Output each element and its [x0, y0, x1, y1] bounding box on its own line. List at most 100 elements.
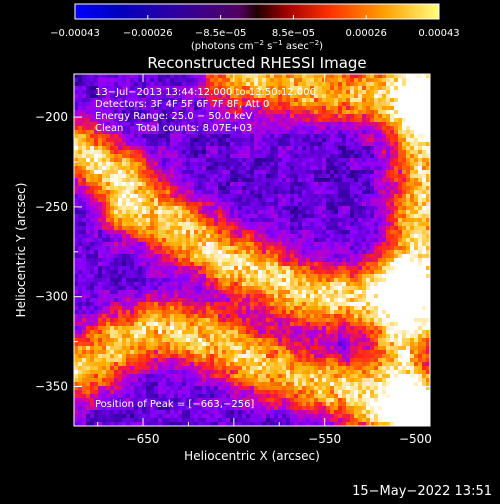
heatmap-cell: [266, 214, 271, 219]
heatmap-cell: [78, 118, 83, 123]
heatmap-cell: [78, 142, 83, 147]
heatmap-cell: [402, 126, 407, 131]
heatmap-cell: [302, 134, 307, 139]
heatmap-cell: [210, 286, 215, 291]
heatmap-cell: [250, 230, 255, 235]
heatmap-cell: [330, 130, 335, 135]
heatmap-cell: [354, 146, 359, 151]
heatmap-cell: [410, 238, 415, 243]
heatmap-cell: [354, 234, 359, 239]
heatmap-cell: [390, 86, 395, 91]
heatmap-cell: [82, 138, 87, 143]
heatmap-cell: [194, 166, 199, 171]
heatmap-cell: [274, 170, 279, 175]
heatmap-cell: [278, 150, 283, 155]
heatmap-cell: [286, 126, 291, 131]
heatmap-cell: [118, 178, 123, 183]
heatmap-cell: [202, 290, 207, 295]
heatmap-cell: [274, 218, 279, 223]
heatmap-cell: [182, 170, 187, 175]
heatmap-cell: [114, 282, 119, 287]
heatmap-cell: [314, 270, 319, 275]
heatmap-cell: [254, 262, 259, 267]
heatmap-cell: [398, 74, 403, 79]
heatmap-cell: [326, 82, 331, 87]
heatmap-cell: [126, 222, 131, 227]
heatmap-cell: [82, 258, 87, 263]
heatmap-cell: [314, 154, 319, 159]
heatmap-cell: [302, 130, 307, 135]
heatmap-cell: [306, 186, 311, 191]
heatmap-cell: [274, 254, 279, 259]
heatmap-cell: [102, 286, 107, 291]
heatmap-cell: [406, 290, 411, 295]
heatmap-cell: [274, 182, 279, 187]
heatmap-cell: [130, 158, 135, 163]
heatmap-cell: [242, 142, 247, 147]
heatmap-cell: [354, 166, 359, 171]
heatmap-cell: [318, 222, 323, 227]
heatmap-cell: [394, 94, 399, 99]
heatmap-cell: [154, 226, 159, 231]
colorbar-tick-label: 8.5e−05: [272, 28, 315, 39]
heatmap-cell: [290, 82, 295, 87]
heatmap-cell: [378, 238, 383, 243]
heatmap-cell: [98, 170, 103, 175]
heatmap-cell: [346, 86, 351, 91]
heatmap-cell: [98, 286, 103, 291]
heatmap-cell: [82, 266, 87, 271]
heatmap-cell: [298, 226, 303, 231]
heatmap-cell: [178, 170, 183, 175]
heatmap-cell: [358, 110, 363, 115]
heatmap-cell: [82, 98, 87, 103]
heatmap-cell: [262, 166, 267, 171]
heatmap-cell: [130, 218, 135, 223]
heatmap-cell: [254, 118, 259, 123]
heatmap-cell: [302, 290, 307, 295]
heatmap-cell: [182, 218, 187, 223]
heatmap-cell: [358, 86, 363, 91]
heatmap-cell: [146, 174, 151, 179]
heatmap-cell: [78, 238, 83, 243]
heatmap-cell: [222, 134, 227, 139]
heatmap-cell: [174, 282, 179, 287]
heatmap-cell: [310, 174, 315, 179]
heatmap-cell: [258, 234, 263, 239]
heatmap-cell: [334, 186, 339, 191]
heatmap-cell: [150, 158, 155, 163]
heatmap-cell: [290, 118, 295, 123]
heatmap-cell: [206, 166, 211, 171]
heatmap-cell: [402, 82, 407, 87]
heatmap-cell: [366, 250, 371, 255]
heatmap-cell: [338, 150, 343, 155]
heatmap-cell: [346, 274, 351, 279]
heatmap-cell: [334, 82, 339, 87]
heatmap-cell: [86, 94, 91, 99]
heatmap-cell: [122, 154, 127, 159]
heatmap-cell: [390, 142, 395, 147]
heatmap-cell: [150, 262, 155, 267]
heatmap-cell: [354, 210, 359, 215]
heatmap-cell: [350, 266, 355, 271]
heatmap-cell: [146, 274, 151, 279]
heatmap-cell: [382, 178, 387, 183]
heatmap-cell: [338, 174, 343, 179]
heatmap-cell: [346, 250, 351, 255]
heatmap-cell: [334, 282, 339, 287]
heatmap-cell: [74, 182, 79, 187]
heatmap-cell: [90, 146, 95, 151]
heatmap-cell: [118, 254, 123, 259]
heatmap-cell: [198, 294, 203, 299]
heatmap-cell: [106, 214, 111, 219]
heatmap-cell: [282, 274, 287, 279]
heatmap-cell: [370, 270, 375, 275]
heatmap-cell: [314, 262, 319, 267]
heatmap-cell: [210, 226, 215, 231]
heatmap-cell: [350, 234, 355, 239]
heatmap-cell: [282, 242, 287, 247]
heatmap-cell: [174, 78, 179, 83]
heatmap-cell: [398, 238, 403, 243]
heatmap-cell: [190, 270, 195, 275]
heatmap-cell: [322, 278, 327, 283]
heatmap-cell: [270, 198, 275, 203]
